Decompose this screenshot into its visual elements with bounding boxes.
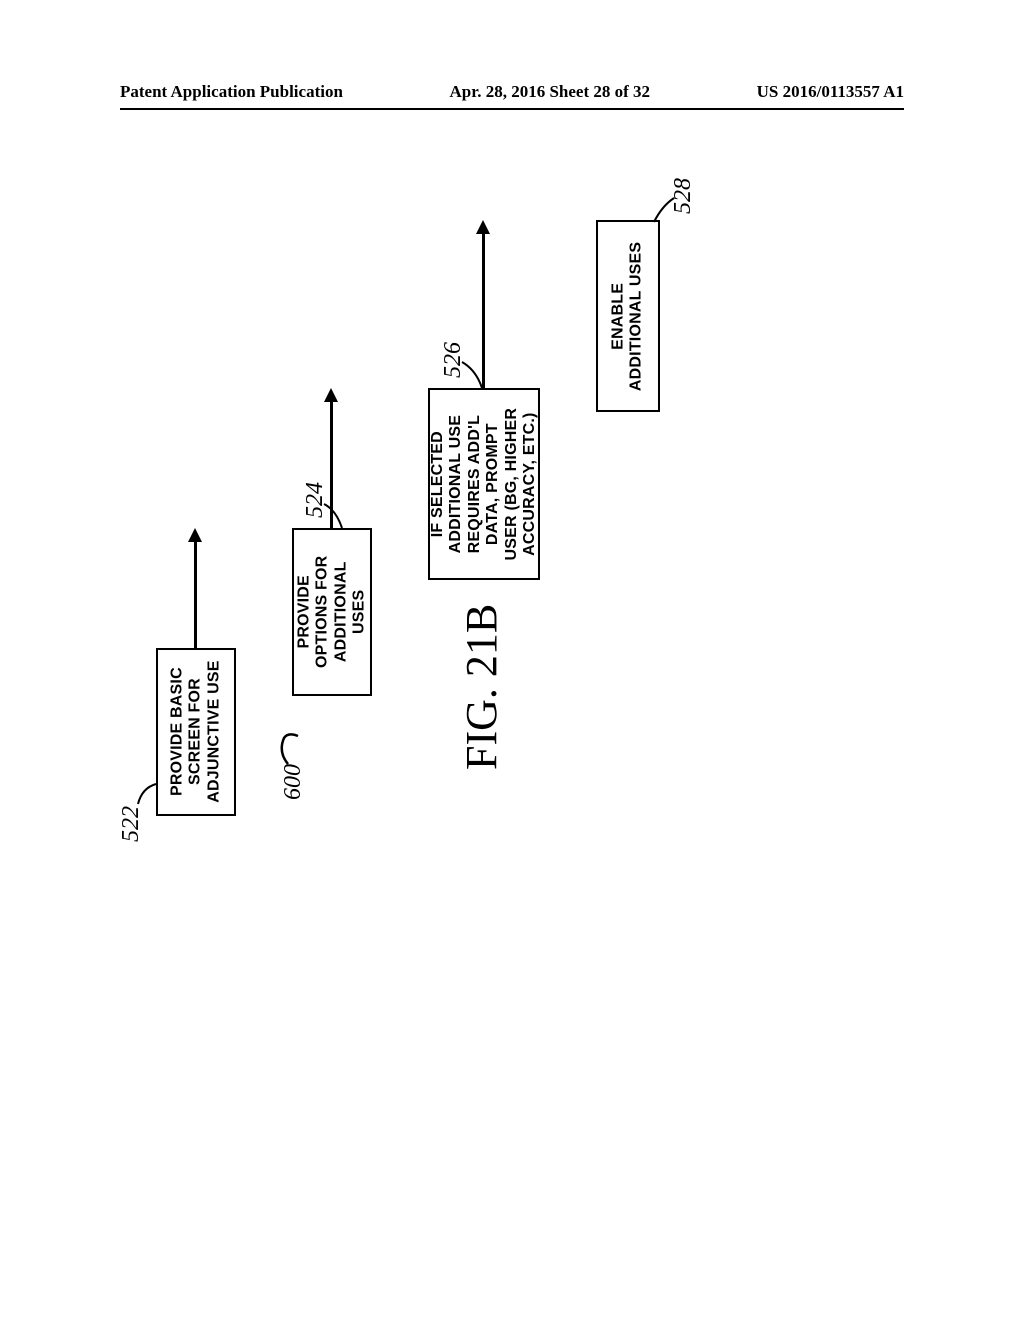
- flowchart-diagram: PROVIDE BASIC SCREEN FOR ADJUNCTIVE USE …: [140, 180, 780, 860]
- flow-node-528-text: ENABLE ADDITIONAL USES: [610, 241, 647, 390]
- flow-node-526: IF SELECTED ADDITIONAL USE REQUIRES ADD'…: [428, 388, 540, 580]
- flow-node-524: PROVIDE OPTIONS FOR ADDITIONAL USES: [292, 528, 372, 696]
- lead-line-528: [646, 194, 680, 228]
- lead-line-524: [318, 500, 350, 532]
- ref-label-522: 522: [118, 806, 145, 842]
- hook-600: [268, 728, 308, 768]
- flow-node-524-text: PROVIDE OPTIONS FOR ADDITIONAL USES: [295, 556, 369, 668]
- ref-label-600: 600: [280, 764, 307, 800]
- flow-node-522-text: PROVIDE BASIC SCREEN FOR ADJUNCTIVE USE: [168, 661, 223, 803]
- header-right: US 2016/0113557 A1: [757, 82, 904, 102]
- lead-line-526: [456, 358, 490, 392]
- header-rule: [120, 108, 904, 110]
- header-center: Apr. 28, 2016 Sheet 28 of 32: [450, 82, 651, 102]
- page-header: Patent Application Publication Apr. 28, …: [0, 82, 1024, 110]
- lead-line-522: [134, 780, 162, 808]
- flow-node-528: ENABLE ADDITIONAL USES: [596, 220, 660, 412]
- figure-caption: FIG. 21B: [456, 604, 507, 770]
- header-left: Patent Application Publication: [120, 82, 343, 102]
- flow-node-526-text: IF SELECTED ADDITIONAL USE REQUIRES ADD'…: [429, 408, 539, 561]
- flow-node-522: PROVIDE BASIC SCREEN FOR ADJUNCTIVE USE: [156, 648, 236, 816]
